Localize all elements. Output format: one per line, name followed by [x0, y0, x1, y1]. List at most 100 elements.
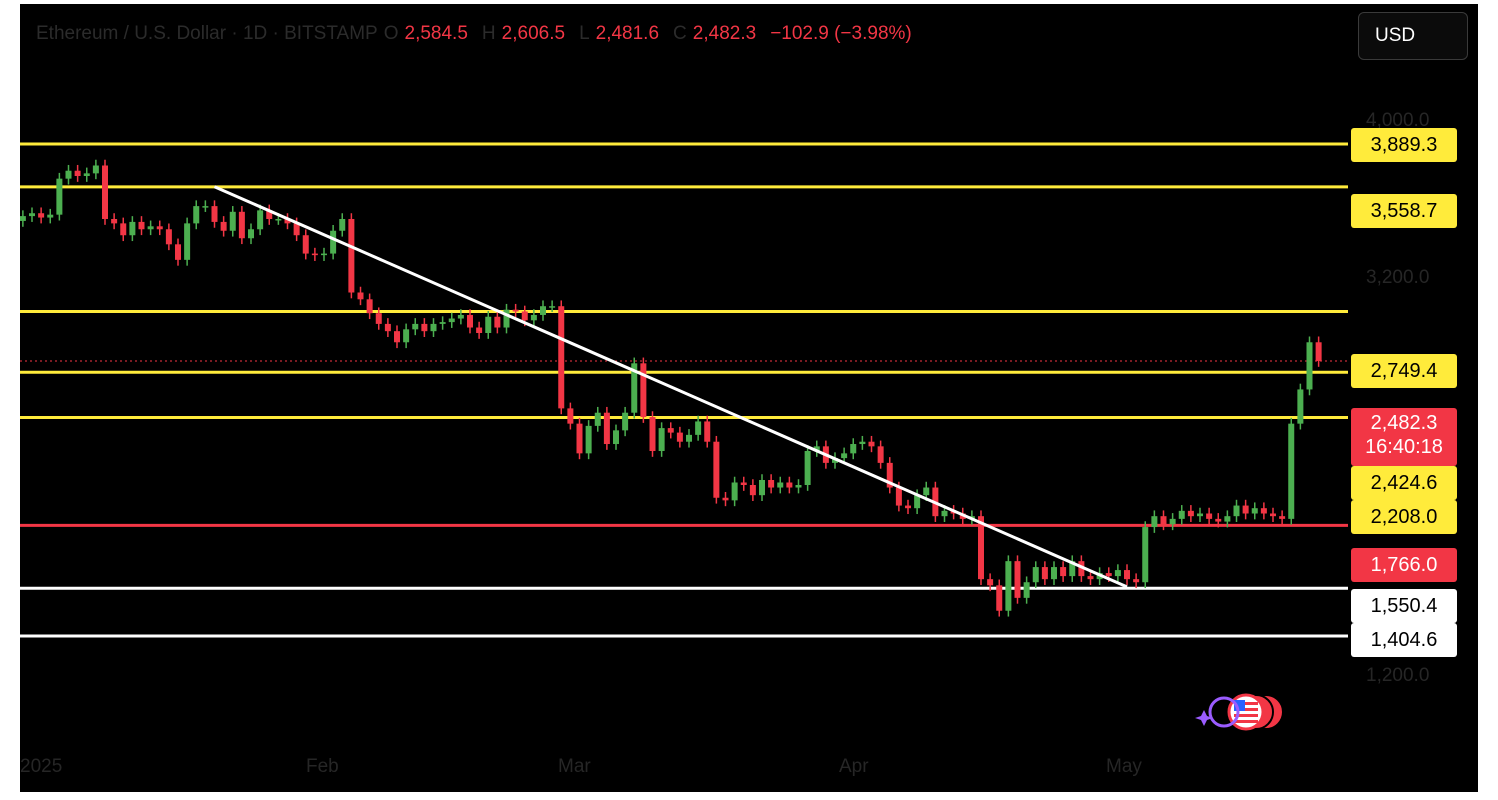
candle-body [1288, 423, 1295, 519]
candle-body [1060, 567, 1067, 577]
symbol-header: Ethereum / U.S. Dollar · 1D · BITSTAMP O… [36, 20, 912, 48]
close-value: 2,482.3 [692, 23, 757, 44]
symbol-title: Ethereum / U.S. Dollar · 1D · BITSTAMP [36, 23, 378, 44]
candle-body [439, 322, 446, 324]
candle-body [832, 458, 838, 463]
candle-body [375, 313, 382, 324]
candle-body [804, 451, 811, 486]
y-tick-3200: 3,200.0 [1366, 267, 1430, 288]
candle-body [1142, 527, 1149, 583]
candle-body [494, 316, 501, 328]
candle-body [284, 219, 291, 224]
candle-body [65, 170, 72, 179]
candle-body [1133, 579, 1140, 583]
candle-body [877, 446, 884, 463]
candle-body [47, 214, 54, 218]
candle-body [658, 428, 665, 452]
candle-body [987, 579, 994, 586]
price-tag-1766: 1,766.0 [1351, 548, 1457, 582]
close-label: C [673, 23, 687, 44]
x-tick-may: May [1106, 756, 1142, 777]
candle-body [156, 226, 163, 230]
candle-body [111, 219, 118, 224]
candle-body [585, 425, 592, 454]
candle-body [740, 482, 747, 486]
candle-body [147, 226, 154, 230]
candle-body [1114, 570, 1121, 577]
x-tick-2025: 2025 [20, 756, 63, 777]
candle-body [165, 229, 172, 245]
candle-body [220, 221, 227, 231]
candle-body [1178, 510, 1185, 519]
candle-body [1169, 518, 1176, 525]
candle-body [941, 510, 948, 517]
candle-body [530, 314, 537, 321]
candle-body [1242, 505, 1249, 514]
candle-body [1206, 513, 1213, 519]
candle-body [1032, 567, 1039, 583]
candle-body [1014, 561, 1021, 598]
candle-body [640, 363, 647, 418]
candle-body [457, 314, 464, 319]
candle-body [622, 412, 629, 431]
candle-body [1215, 518, 1222, 522]
candle-body [92, 165, 99, 174]
change-value: −102.9 (−3.98%) [770, 23, 912, 44]
candle-body [722, 497, 729, 501]
x-tick-apr: Apr [839, 756, 869, 777]
candle-body [193, 206, 200, 224]
candle-body [1160, 516, 1167, 525]
candle-body [1105, 573, 1112, 577]
candle-body [339, 219, 346, 231]
candle-body [275, 219, 282, 221]
us-flag-icon[interactable] [1194, 692, 1290, 732]
candle-body [895, 487, 902, 506]
candle-body [366, 299, 373, 314]
x-tick-feb: Feb [306, 756, 339, 777]
candle-body [485, 316, 492, 334]
candle-body [74, 170, 81, 177]
candle-body [184, 223, 191, 260]
low-label: L [579, 23, 590, 44]
price-tag-2208: 2,208.0 [1351, 500, 1457, 534]
candle-body [676, 432, 683, 442]
candle-body [813, 446, 820, 452]
candle-body [667, 428, 674, 433]
candle-body [257, 210, 264, 230]
chart-panel[interactable]: Ethereum / U.S. Dollar · 1D · BITSTAMP O… [20, 4, 1478, 792]
candle-body [1270, 513, 1276, 517]
candle-body [394, 331, 400, 343]
candle-body [430, 323, 437, 332]
candle-body [238, 211, 245, 239]
candle-body [886, 462, 893, 488]
candle-body [576, 423, 583, 454]
candle-body [1197, 513, 1203, 517]
candle-body [1151, 516, 1158, 528]
candle-body [293, 223, 300, 236]
candle-body [266, 210, 273, 220]
candle-body [594, 412, 601, 426]
candle-body [978, 516, 984, 580]
y-tick-4000: 4,000.0 [1366, 110, 1430, 131]
y-tick-1200: 1,200.0 [1366, 665, 1430, 686]
candle-body [467, 314, 473, 328]
candle-body [613, 430, 619, 445]
candle-body [850, 444, 857, 454]
candle-body [914, 495, 921, 509]
price-chart[interactable] [20, 4, 1478, 792]
candle-body [1306, 342, 1313, 390]
candle-body [357, 292, 364, 300]
candle-body [686, 434, 692, 442]
candle-body [38, 213, 45, 218]
candle-body [603, 412, 610, 445]
candle-body [695, 421, 702, 435]
last-price-value: 2,482.3 [1370, 412, 1438, 434]
candle-body [558, 306, 565, 409]
candle-body [1251, 508, 1258, 514]
currency-button[interactable]: USD [1358, 12, 1468, 60]
candle-body [768, 479, 775, 488]
candle-body [713, 441, 720, 498]
candle-body [29, 213, 35, 217]
high-label: H [481, 23, 496, 44]
price-tag-1404: 1,404.6 [1351, 623, 1457, 657]
